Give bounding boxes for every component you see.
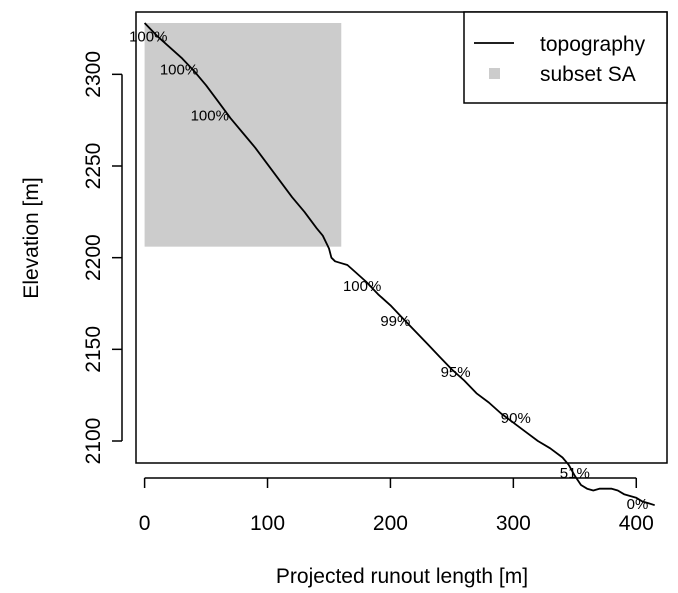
percent-label: 0% <box>627 496 649 513</box>
legend: topography subset SA <box>463 11 668 104</box>
percent-label: 100% <box>129 29 167 46</box>
y-tick-label: 2300 <box>82 51 105 98</box>
y-tick-label: 2150 <box>82 326 105 373</box>
x-tick-label: 300 <box>496 512 531 535</box>
percent-label: 99% <box>380 313 410 330</box>
plot-frame <box>135 11 668 464</box>
x-axis-title: Projected runout length [m] <box>276 565 528 588</box>
percent-label: 95% <box>441 364 471 381</box>
y-axis: 2100 2150 2200 2250 2300 <box>82 51 123 465</box>
topography-line <box>143 22 655 507</box>
x-tick-label: 0 <box>139 512 151 535</box>
plot-area <box>143 22 655 507</box>
x-axis: 0 100 200 300 400 <box>139 477 654 535</box>
y-tick-label: 2200 <box>82 234 105 281</box>
annotations: 100% 100% 100% 100% 99% 95% 90% 51% 0% <box>129 29 648 513</box>
percent-label: 90% <box>501 410 531 427</box>
percent-label: 100% <box>191 107 229 124</box>
x-tick-label: 200 <box>373 512 408 535</box>
y-tick-label: 2100 <box>82 418 105 465</box>
percent-label: 100% <box>343 278 381 295</box>
x-tick-label: 100 <box>250 512 285 535</box>
x-tick-label: 400 <box>619 512 654 535</box>
legend-subset-sa-swatch <box>489 68 500 79</box>
y-axis-title: Elevation [m] <box>20 177 43 298</box>
legend-subset-sa-label: subset SA <box>540 63 636 86</box>
subset-sa-region <box>144 23 342 247</box>
y-tick-label: 2250 <box>82 143 105 190</box>
percent-label: 100% <box>160 62 198 79</box>
percent-label: 51% <box>560 465 590 482</box>
legend-topography-label: topography <box>540 33 646 56</box>
legend-box <box>463 11 668 104</box>
